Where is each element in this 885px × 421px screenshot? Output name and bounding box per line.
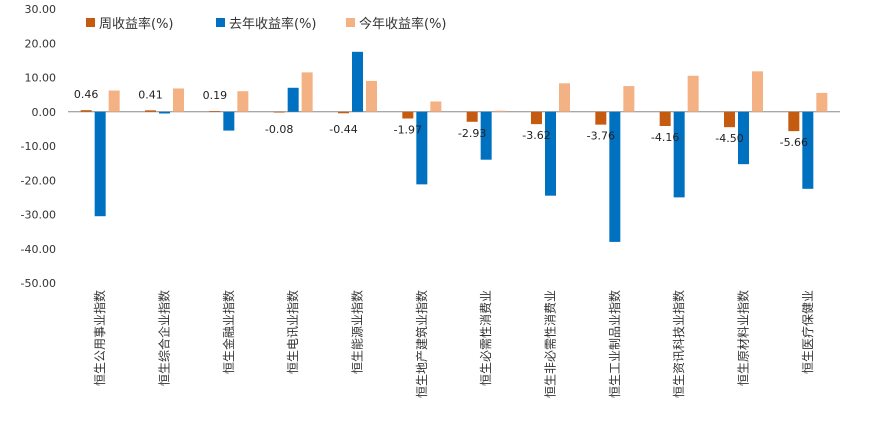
- y-tick-label: -40.00: [21, 243, 56, 256]
- bar-series1-1: [80, 110, 92, 112]
- category-label: 恒生金融业指数: [221, 290, 236, 374]
- category-label: 恒生必需性消费业: [479, 290, 493, 386]
- data-label: -4.16: [651, 131, 679, 144]
- data-label: -4.50: [715, 132, 743, 145]
- bar-series3-10: [687, 75, 699, 112]
- bar-series3-2: [173, 88, 184, 112]
- bar-series1-8: [531, 111, 542, 125]
- category-label: 恒生地产建筑业指数: [414, 290, 429, 398]
- category-label: 恒生资讯科技业指数: [671, 290, 686, 398]
- y-tick-label: 0.00: [32, 106, 57, 119]
- bar-series2-11: [738, 111, 749, 165]
- legend-label: 今年收益率(%): [359, 16, 447, 32]
- y-tick-label: -10.00: [21, 140, 56, 153]
- category-label: 恒生非必需性消费业: [544, 290, 558, 398]
- bar-series1-7: [466, 111, 478, 122]
- bar-series1-5: [338, 111, 349, 114]
- bar-series3-1: [108, 90, 120, 112]
- bar-series2-8: [545, 111, 556, 196]
- legend-label: 周收益率(%): [99, 16, 174, 32]
- bar-series1-6: [402, 111, 414, 119]
- bar-series1-3: [209, 111, 221, 112]
- bar-series3-3: [237, 91, 249, 112]
- legend-label: 去年收益率(%): [229, 16, 317, 32]
- category-label: 恒生医疗保健业: [801, 290, 815, 374]
- bar-series3-8: [559, 83, 570, 112]
- y-tick-label: 30.00: [25, 3, 57, 16]
- bar-series2-12: [802, 111, 814, 189]
- bar-series3-4: [301, 72, 313, 112]
- data-label: -3.76: [587, 130, 615, 143]
- data-label: -0.08: [265, 123, 293, 136]
- bar-series2-2: [159, 111, 170, 114]
- y-tick-label: -20.00: [21, 174, 56, 187]
- bar-series1-10: [659, 111, 671, 126]
- bar-series2-1: [94, 111, 106, 217]
- bar-series3-5: [366, 80, 377, 112]
- bar-series3-12: [816, 92, 828, 112]
- category-label: 恒生公用事业指数: [92, 290, 107, 386]
- bar-series2-9: [609, 111, 621, 242]
- bar-series1-9: [595, 111, 607, 125]
- bar-series3-11: [752, 71, 763, 112]
- category-label: 恒生能源业指数: [350, 290, 365, 374]
- y-tick-label: -30.00: [21, 209, 56, 222]
- bar-series2-5: [352, 51, 363, 112]
- category-label: 恒生原材料业指数: [736, 290, 751, 386]
- data-label: 0.41: [138, 88, 163, 101]
- bar-series1-12: [788, 111, 800, 132]
- bar-series2-3: [223, 111, 235, 131]
- legend-swatch: [216, 18, 225, 27]
- data-label: -1.97: [394, 123, 422, 136]
- bar-series3-9: [623, 86, 635, 112]
- bar-series1-2: [145, 110, 156, 112]
- y-tick-label: 20.00: [25, 37, 57, 50]
- data-label: -3.62: [522, 129, 550, 142]
- bar-series2-10: [673, 111, 685, 198]
- bar-series3-7: [494, 110, 506, 112]
- bar-series2-7: [480, 111, 492, 160]
- y-tick-label: -50.00: [21, 277, 56, 290]
- legend-swatch: [86, 18, 95, 27]
- bar-series2-6: [416, 111, 428, 185]
- data-label: -0.44: [329, 123, 357, 136]
- category-label: 恒生电讯业指数: [285, 290, 300, 374]
- data-label: -5.66: [780, 136, 808, 149]
- data-label: -2.93: [458, 127, 486, 140]
- category-label: 恒生工业制品业指数: [607, 290, 622, 398]
- data-label: 0.19: [203, 89, 228, 102]
- bar-series1-4: [273, 111, 285, 113]
- legend-swatch: [346, 18, 355, 27]
- category-label: 恒生综合企业指数: [157, 290, 172, 386]
- bar-series2-4: [287, 87, 299, 112]
- y-tick-label: 10.00: [25, 72, 57, 85]
- bar-series1-11: [724, 111, 735, 128]
- data-label: 0.46: [74, 88, 99, 101]
- bar-series3-6: [430, 101, 442, 112]
